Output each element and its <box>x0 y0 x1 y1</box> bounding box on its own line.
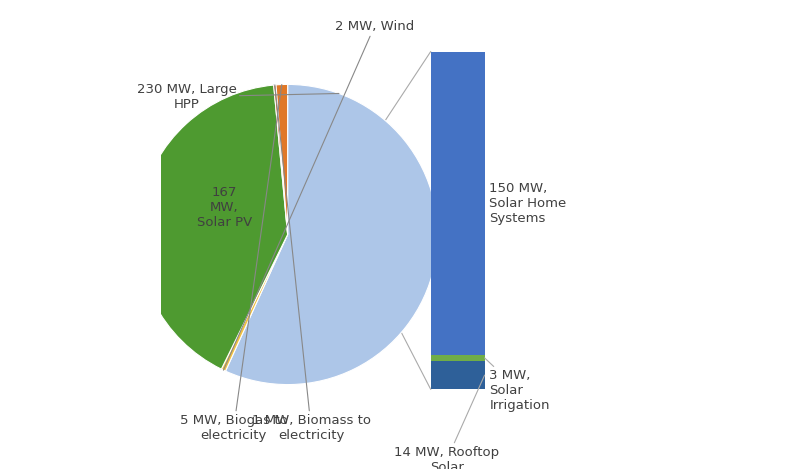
Text: 2 MW, Wind: 2 MW, Wind <box>223 21 414 370</box>
Text: 14 MW, Rooftop
Solar: 14 MW, Rooftop Solar <box>394 375 499 469</box>
Text: 5 MW, Biogas to
electricity: 5 MW, Biogas to electricity <box>180 84 288 441</box>
Wedge shape <box>225 84 437 385</box>
Wedge shape <box>274 85 288 234</box>
Text: 150 MW,
Solar Home
Systems: 150 MW, Solar Home Systems <box>490 182 566 225</box>
Bar <box>430 52 485 355</box>
Wedge shape <box>221 234 288 371</box>
Bar <box>430 361 485 389</box>
Bar <box>430 355 485 361</box>
Text: 167
MW,
Solar PV: 167 MW, Solar PV <box>197 186 252 229</box>
Text: 3 MW,
Solar
Irrigation: 3 MW, Solar Irrigation <box>485 358 550 412</box>
Text: 230 MW, Large
HPP: 230 MW, Large HPP <box>137 83 339 111</box>
Text: 1 MW, Biomass to
electricity: 1 MW, Biomass to electricity <box>252 85 370 441</box>
Wedge shape <box>138 85 288 369</box>
Wedge shape <box>276 84 288 234</box>
